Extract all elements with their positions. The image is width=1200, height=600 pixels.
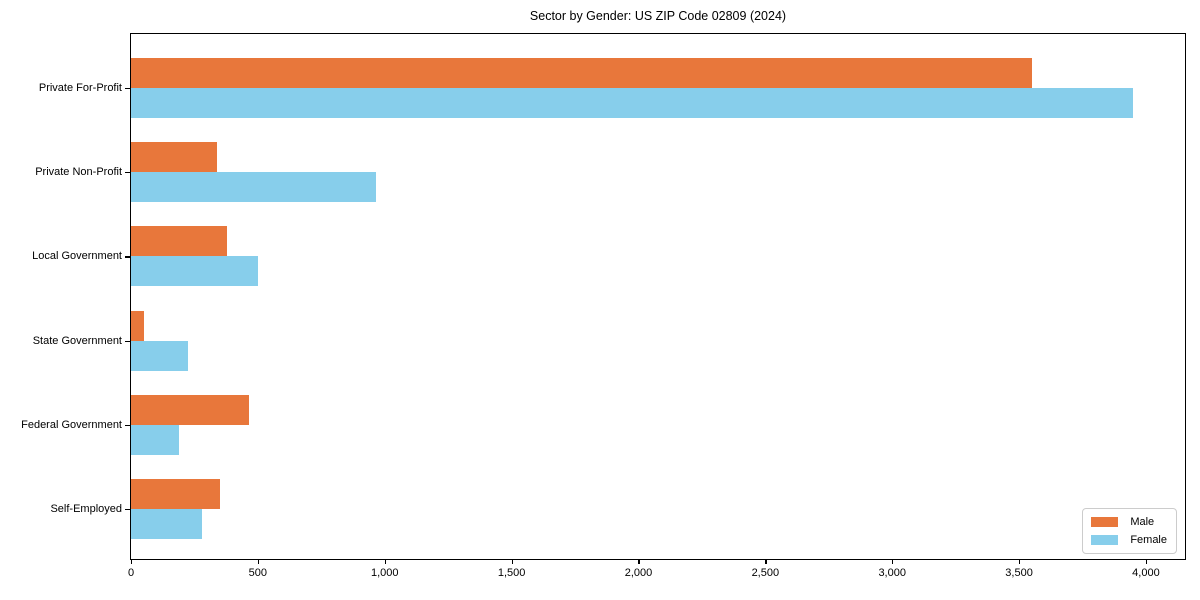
x-tick-mark-3000 bbox=[892, 559, 894, 564]
y-tick-label-private-non-profit: Private Non-Profit bbox=[35, 166, 122, 179]
legend-swatch-male bbox=[1091, 517, 1119, 527]
bar-female-private-non-profit bbox=[131, 172, 376, 203]
bar-male-local-government bbox=[131, 226, 228, 257]
chart-title: Sector by Gender: US ZIP Code 02809 (202… bbox=[529, 9, 787, 23]
x-tick-mark-2500 bbox=[765, 559, 767, 564]
y-tick-mark-self-employed bbox=[125, 509, 130, 511]
x-tick-mark-0 bbox=[131, 559, 133, 564]
bar-male-self-employed bbox=[131, 479, 220, 509]
y-tick-mark-federal-government bbox=[125, 424, 130, 426]
x-tick-label-1500: 1,500 bbox=[497, 567, 526, 579]
x-tick-mark-3500 bbox=[1019, 559, 1021, 564]
x-tick-label-1000: 1,000 bbox=[370, 567, 399, 579]
y-tick-label-self-employed: Self-Employed bbox=[50, 503, 122, 515]
bar-male-private-non-profit bbox=[131, 142, 218, 173]
legend-label-female: Female bbox=[1130, 534, 1167, 546]
bar-female-local-government bbox=[131, 256, 258, 287]
x-tick-label-4000: 4,000 bbox=[1132, 567, 1160, 579]
bar-male-state-government bbox=[131, 310, 144, 341]
y-tick-mark-private-for-profit bbox=[125, 88, 130, 90]
legend-item-female: Female bbox=[1091, 534, 1167, 546]
y-tick-mark-state-government bbox=[125, 340, 130, 342]
x-tick-label-2500: 2,500 bbox=[751, 567, 780, 579]
x-tick-mark-1500 bbox=[511, 559, 513, 564]
legend-swatch-female bbox=[1091, 535, 1119, 545]
x-tick-label-3500: 3,500 bbox=[1005, 567, 1033, 579]
bar-female-private-for-profit bbox=[131, 88, 1134, 118]
bar-female-self-employed bbox=[131, 509, 203, 539]
y-tick-mark-local-government bbox=[125, 256, 130, 258]
x-tick-mark-500 bbox=[257, 559, 260, 564]
bar-male-private-for-profit bbox=[131, 58, 1032, 88]
y-tick-label-state-government: State Government bbox=[32, 334, 122, 347]
y-tick-label-federal-government: Federal Government bbox=[21, 418, 122, 431]
x-tick-label-500: 500 bbox=[248, 567, 268, 579]
bar-male-federal-government bbox=[131, 394, 249, 425]
x-tick-label-3000: 3,000 bbox=[878, 567, 906, 579]
x-tick-mark-4000 bbox=[1145, 559, 1148, 564]
x-tick-label-0: 0 bbox=[127, 567, 135, 579]
legend: Male Female bbox=[1082, 508, 1177, 554]
y-tick-label-private-for-profit: Private For-Profit bbox=[38, 82, 122, 94]
x-tick-mark-2000 bbox=[638, 559, 640, 564]
legend-item-male: Male bbox=[1091, 516, 1167, 528]
y-tick-label-local-government: Local Government bbox=[32, 250, 122, 263]
bar-female-federal-government bbox=[131, 424, 180, 455]
y-tick-mark-private-non-profit bbox=[125, 172, 130, 174]
bar-female-state-government bbox=[131, 340, 189, 371]
plot-area: Private For-Profit Private Non-Profit Loca… bbox=[21, 33, 1186, 579]
legend-label-male: Male bbox=[1130, 516, 1155, 528]
x-tick-label-2000: 2,000 bbox=[624, 567, 653, 579]
x-tick-mark-1000 bbox=[384, 559, 386, 564]
